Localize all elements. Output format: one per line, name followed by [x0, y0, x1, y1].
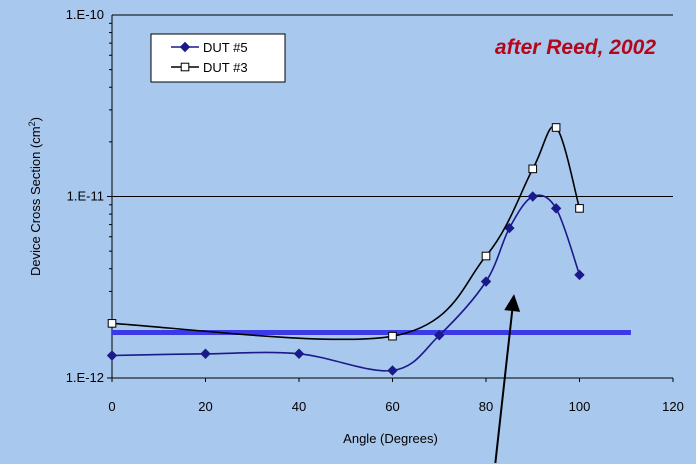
y-axis-label-main: Device Cross Section (cm — [28, 126, 43, 276]
x-tick-label: 20 — [198, 399, 212, 414]
data-point — [574, 269, 585, 281]
legend-swatch-marker — [180, 62, 190, 72]
arrow-shaft — [494, 310, 514, 464]
series-2 — [107, 123, 584, 341]
legend-label: DUT #3 — [203, 60, 248, 75]
x-tick-label: 120 — [662, 399, 684, 414]
legend: DUT #5 DUT #3 — [150, 33, 286, 83]
series-layer — [106, 123, 585, 376]
y-axis-label-close: ) — [28, 117, 43, 121]
source-annotation: after Reed, 2002 — [495, 36, 656, 59]
data-point — [575, 204, 584, 213]
data-point — [434, 330, 445, 341]
series-1 — [106, 191, 585, 376]
x-tick-label: 100 — [569, 399, 591, 414]
legend-box — [150, 33, 286, 83]
y-tick-label: 1.E-11 — [67, 189, 104, 204]
x-tick-label: 80 — [479, 399, 493, 414]
pointer-arrow — [494, 294, 521, 464]
data-point — [106, 350, 118, 361]
arrow-head — [504, 294, 521, 312]
y-axis-label-sup: 2 — [27, 121, 37, 126]
x-tick-label: 0 — [108, 399, 115, 414]
series-line — [111, 194, 581, 372]
x-tick-label: 60 — [385, 399, 399, 414]
y-axis-label: Device Cross Section (cm2) — [27, 117, 43, 276]
legend-label: DUT #5 — [203, 40, 248, 55]
x-tick-label: 40 — [292, 399, 306, 414]
data-point — [480, 276, 492, 287]
data-point — [527, 191, 538, 202]
data-point — [293, 348, 305, 359]
legend-entry: DUT #3 — [171, 60, 248, 75]
legend-swatch-marker — [179, 41, 191, 53]
data-point — [388, 331, 397, 341]
data-point — [481, 251, 491, 261]
y-tick-label: 1.E-12 — [66, 370, 104, 385]
legend-entries: DUT #5 DUT #3 — [171, 40, 248, 75]
data-point — [387, 365, 398, 376]
tick-labels: 1.E-12 1.E-11 1.E-10 0 20 40 60 80 100 120 — [66, 7, 684, 414]
x-axis-label: Angle (Degrees) — [343, 431, 438, 446]
data-point — [551, 123, 561, 132]
data-point — [107, 319, 117, 328]
legend-entry: DUT #5 — [171, 40, 248, 55]
data-point — [550, 203, 562, 214]
data-point — [528, 164, 538, 174]
data-point — [200, 348, 211, 359]
y-tick-label: 1.E-10 — [66, 7, 104, 22]
